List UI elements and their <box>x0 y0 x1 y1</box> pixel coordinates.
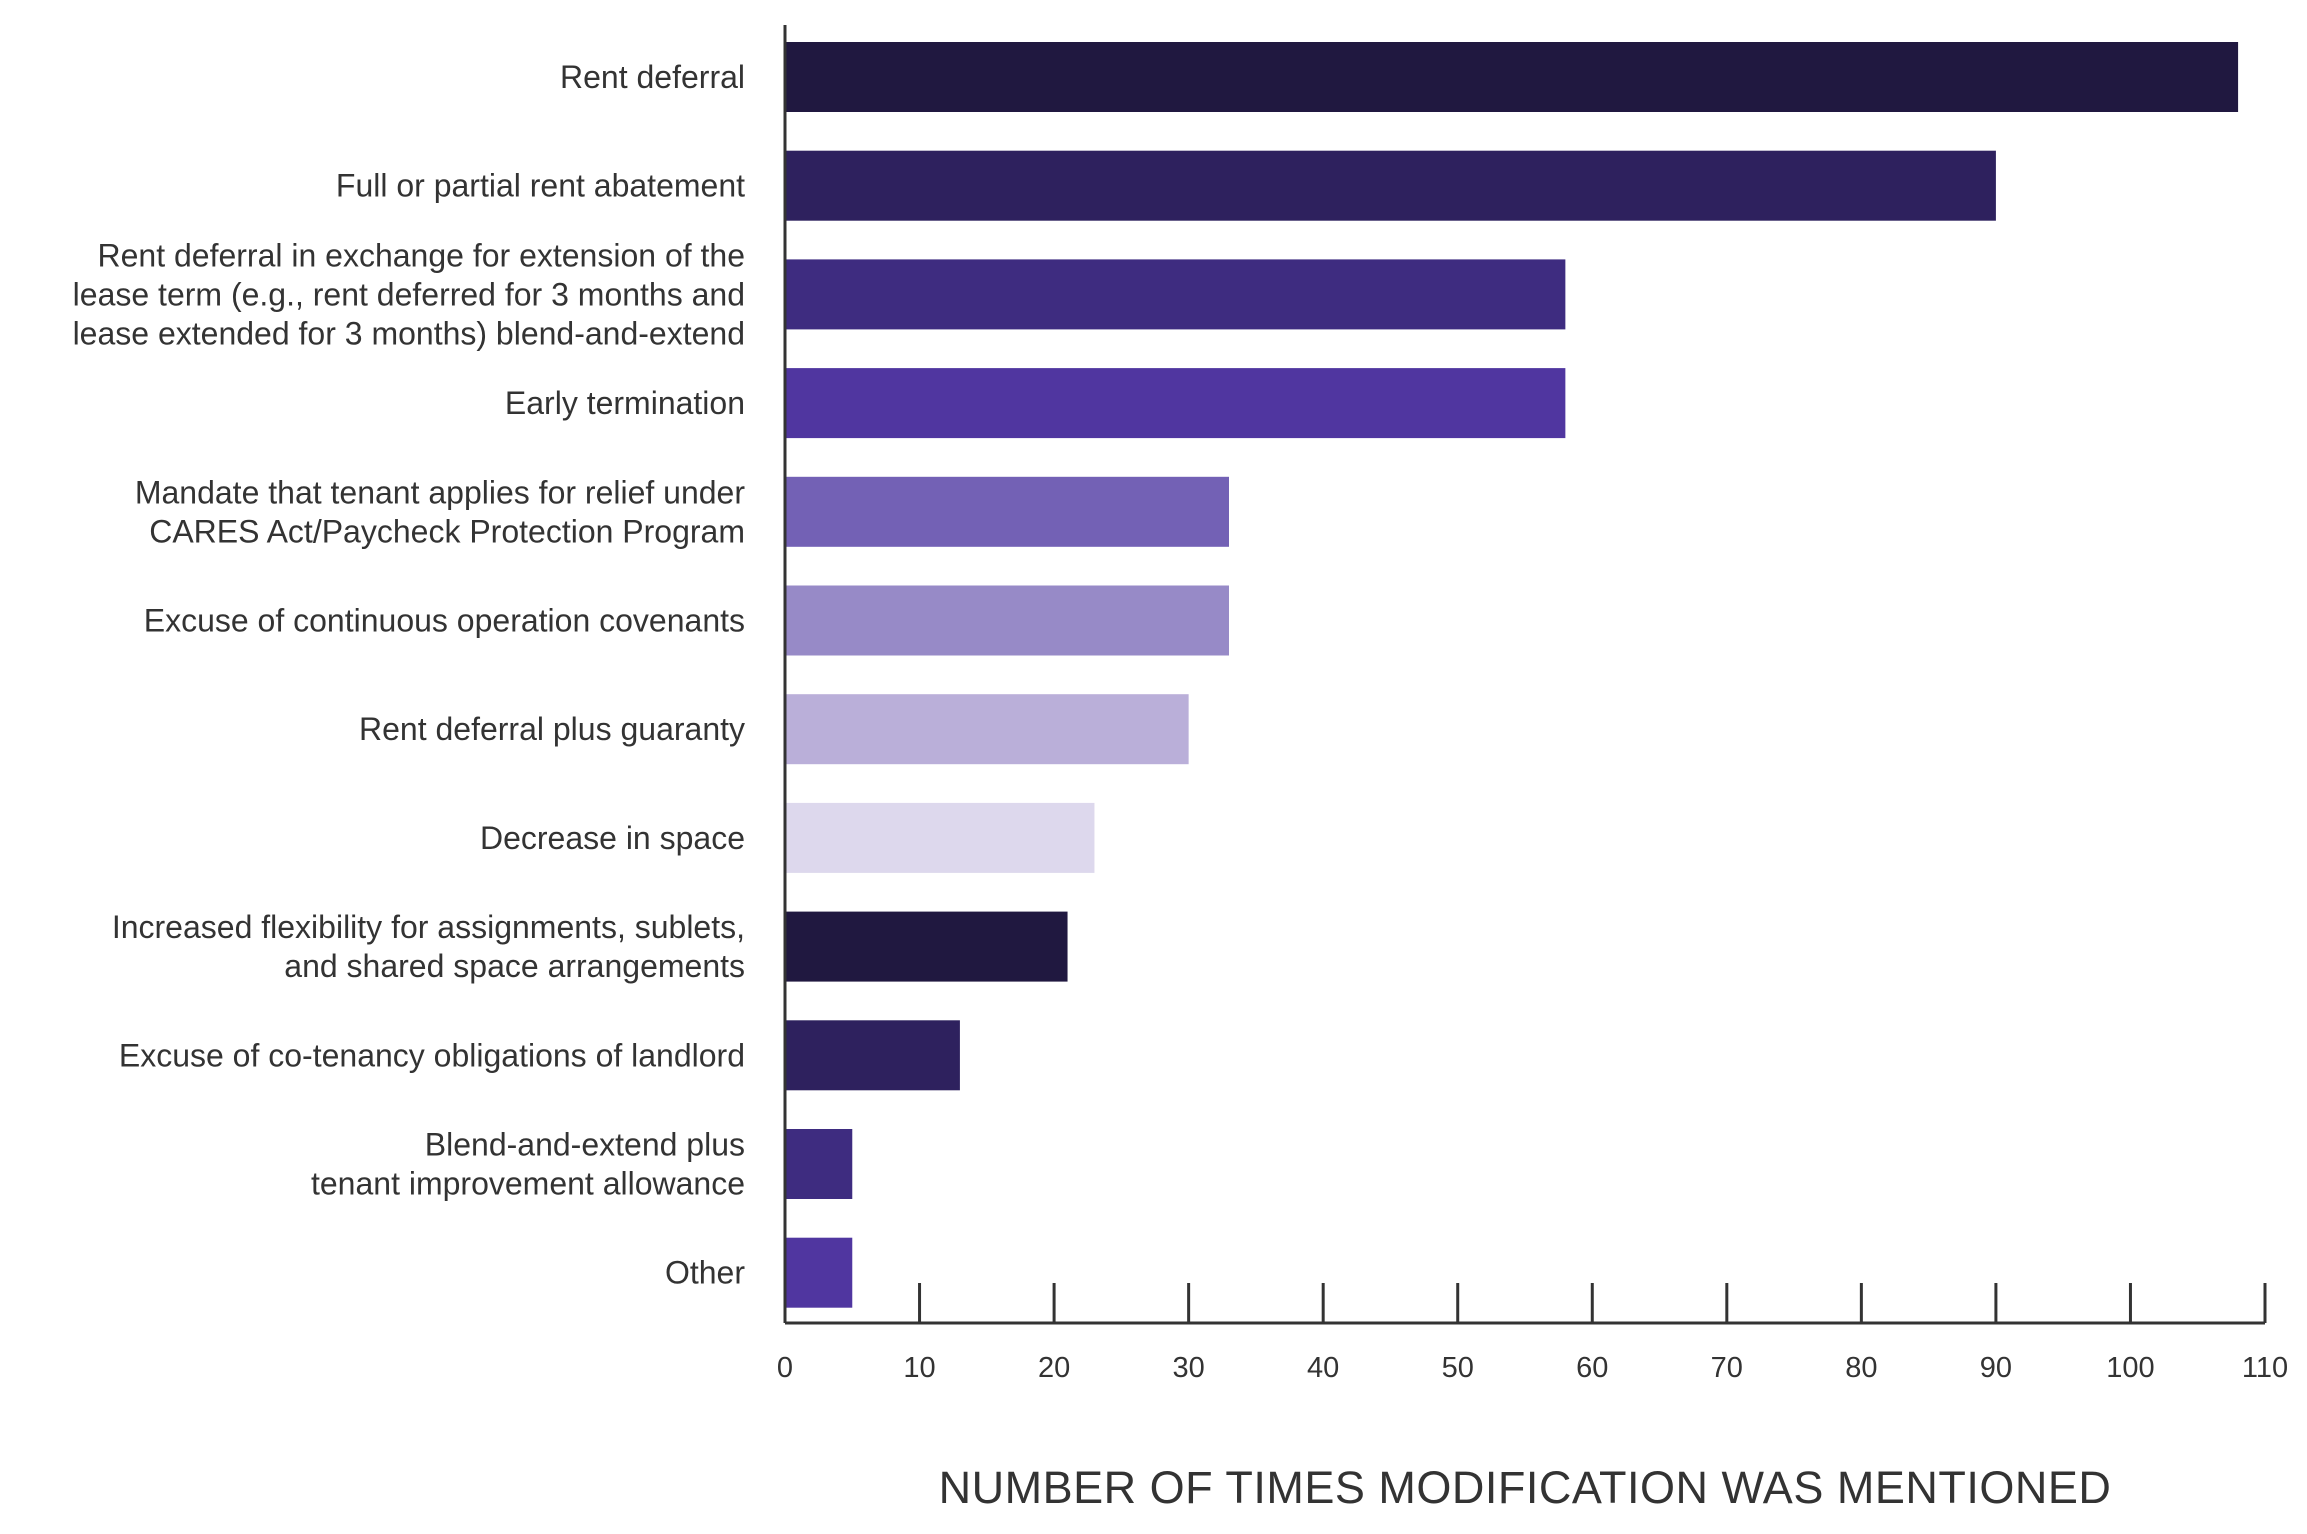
category-labels-group: Rent deferral Full or partial rent abatem… <box>73 59 746 1291</box>
category-label-line: Full or partial rent abatement <box>336 168 745 204</box>
x-axis-title: NUMBER OF TIMES MODIFICATION WAS MENTION… <box>939 1462 2112 1513</box>
category-label-line: tenant improvement allowance <box>311 1166 745 1202</box>
category-label-5: Excuse of continuous operation covenants <box>144 603 745 639</box>
x-ticks-group: 0 10 20 30 40 50 60 70 80 90 100 110 <box>777 1283 2288 1384</box>
x-tick-label: 40 <box>1307 1352 1339 1384</box>
category-label-8: Increased flexibility for assignments, s… <box>112 909 745 984</box>
category-label-0: Rent deferral <box>560 59 745 95</box>
x-tick-label: 30 <box>1173 1352 1205 1384</box>
category-label-line: lease term (e.g., rent deferred for 3 mo… <box>73 276 745 312</box>
x-tick-label: 70 <box>1711 1352 1743 1384</box>
category-label-2: Rent deferral in exchange for extension … <box>73 237 745 351</box>
bar-8 <box>785 911 1068 982</box>
category-label-line: Mandate that tenant applies for relief u… <box>135 474 746 510</box>
x-tick-label: 60 <box>1576 1352 1608 1384</box>
category-label-line: Rent deferral plus guaranty <box>359 711 745 747</box>
x-tick-label: 90 <box>1980 1352 2012 1384</box>
axes-group <box>783 25 2265 1325</box>
bar-6 <box>785 694 1189 765</box>
category-label-4: Mandate that tenant applies for relief u… <box>135 474 746 549</box>
category-label-line: Rent deferral <box>560 59 745 95</box>
category-label-6: Rent deferral plus guaranty <box>359 711 745 747</box>
category-label-line: Excuse of continuous operation covenants <box>144 603 745 639</box>
x-tick-label: 0 <box>777 1352 793 1384</box>
category-label-3: Early termination <box>505 385 745 421</box>
bar-9 <box>785 1020 960 1091</box>
category-label-line: and shared space arrangements <box>284 948 745 984</box>
category-label-line: Other <box>665 1255 745 1291</box>
x-tick-label: 110 <box>2242 1352 2288 1384</box>
category-label-7: Decrease in space <box>480 820 745 856</box>
bar-3 <box>785 368 1566 439</box>
bar-7 <box>785 802 1095 873</box>
category-label-line: Early termination <box>505 385 745 421</box>
category-label-1: Full or partial rent abatement <box>336 168 745 204</box>
category-label-10: Blend-and-extend plus tenant improvement … <box>311 1127 745 1202</box>
x-tick-label: 80 <box>1845 1352 1877 1384</box>
category-label-line: lease extended for 3 months) blend-and-e… <box>73 315 745 351</box>
bars-group <box>785 42 2239 1308</box>
bar-11 <box>785 1237 853 1308</box>
bar-0 <box>785 42 2239 112</box>
bar-4 <box>785 476 1229 547</box>
category-label-line: Rent deferral in exchange for extension … <box>97 237 745 273</box>
category-label-9: Excuse of co-tenancy obligations of land… <box>119 1037 745 1073</box>
bar-2 <box>785 259 1566 330</box>
x-tick-label: 20 <box>1038 1352 1070 1384</box>
bar-5 <box>785 585 1229 656</box>
category-label-line: Increased flexibility for assignments, s… <box>112 909 745 945</box>
category-label-line: Excuse of co-tenancy obligations of land… <box>119 1037 745 1073</box>
bar-1 <box>785 150 1996 221</box>
category-label-line: Decrease in space <box>480 820 745 856</box>
x-tick-label: 10 <box>903 1352 935 1384</box>
x-tick-label: 50 <box>1442 1352 1474 1384</box>
x-tick-label: 100 <box>2106 1352 2154 1384</box>
bar-10 <box>785 1129 853 1199</box>
category-label-11: Other <box>665 1255 745 1291</box>
category-label-line: Blend-and-extend plus <box>425 1127 745 1163</box>
category-label-line: CARES Act/Paycheck Protection Program <box>149 513 745 549</box>
